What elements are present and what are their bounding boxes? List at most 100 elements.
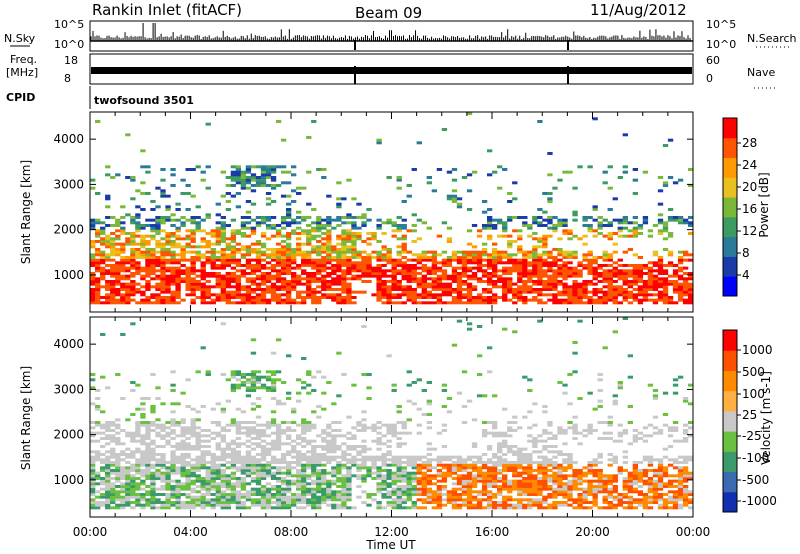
heatmap-cell <box>155 434 161 438</box>
heatmap-cell <box>120 501 126 504</box>
heatmap-cell <box>180 474 186 478</box>
heatmap-cell <box>562 298 568 302</box>
heatmap-cell <box>95 234 101 238</box>
heatmap-cell <box>492 256 498 259</box>
heatmap-cell <box>602 250 608 254</box>
heatmap-cell <box>547 173 553 177</box>
heatmap-cell <box>230 194 237 198</box>
heatmap-cell <box>421 485 427 488</box>
heatmap-cell <box>285 242 292 246</box>
heatmap-cell <box>386 471 392 475</box>
heatmap-cell <box>567 272 573 275</box>
heatmap-cell <box>502 482 508 486</box>
heatmap-cell <box>647 234 654 238</box>
heatmap-cell <box>296 391 302 395</box>
heatmap-cell <box>145 442 151 446</box>
heatmap-cell <box>582 216 588 219</box>
heatmap-cell <box>185 471 191 475</box>
heatmap-cell <box>245 298 252 302</box>
heatmap-cell <box>486 256 493 259</box>
heatmap-cell <box>270 461 277 464</box>
heatmap-cell <box>632 282 639 286</box>
heatmap-cell <box>406 463 412 467</box>
heatmap-cell <box>502 253 508 257</box>
heatmap-cell <box>165 501 171 504</box>
heatmap-cell <box>627 229 634 233</box>
heatmap-cell <box>486 261 493 265</box>
heatmap-cell <box>507 298 513 302</box>
heatmap-cell <box>140 450 146 454</box>
heatmap-cell <box>100 375 106 379</box>
heatmap-cell <box>160 250 166 254</box>
heatmap-cell <box>662 298 669 302</box>
heatmap-cell <box>346 290 352 294</box>
heatmap-cell <box>552 274 558 278</box>
heatmap-cell <box>497 455 503 459</box>
heatmap-cell <box>361 261 367 265</box>
heatmap-cell <box>391 288 397 291</box>
heatmap-cell <box>95 288 101 291</box>
heatmap-cell <box>140 285 146 289</box>
heatmap-cell <box>225 277 232 281</box>
heatmap-cell <box>306 423 312 427</box>
heatmap-cell <box>401 226 407 230</box>
heatmap-cell <box>140 298 146 302</box>
heatmap-cell <box>110 493 116 496</box>
heatmap-cell <box>657 176 664 179</box>
heatmap-cell <box>245 258 252 262</box>
heatmap-cell <box>285 490 292 494</box>
heatmap-cell <box>200 264 206 267</box>
heatmap-cell <box>306 439 312 443</box>
heatmap-cell <box>416 277 422 281</box>
heatmap-cell <box>115 274 121 278</box>
heatmap-cell <box>210 285 216 289</box>
heatmap-cell <box>441 269 448 273</box>
heatmap-cell <box>346 431 352 435</box>
heatmap-cell <box>120 266 126 270</box>
heatmap-cell <box>215 498 221 502</box>
heatmap-cell <box>275 256 282 259</box>
heatmap-cell <box>512 290 518 294</box>
heatmap-cell <box>446 493 453 496</box>
heatmap-cell <box>396 493 402 496</box>
heatmap-cell <box>170 487 176 491</box>
heatmap-cell <box>497 479 503 483</box>
heatmap-cell <box>587 165 593 169</box>
heatmap-cell <box>311 461 317 464</box>
heatmap-cell <box>582 242 588 246</box>
heatmap-cell <box>240 298 247 302</box>
heatmap-cell <box>486 216 493 219</box>
heatmap-cell <box>245 170 252 174</box>
heatmap-cell <box>270 458 277 462</box>
heatmap-cell <box>376 138 382 142</box>
heatmap-cell <box>115 461 121 464</box>
heatmap-cell <box>145 503 151 507</box>
heatmap-cell <box>431 272 438 275</box>
heatmap-cell <box>492 431 498 435</box>
heatmap-cell <box>431 490 438 494</box>
heatmap-cell <box>110 450 116 454</box>
heatmap-cell <box>587 261 593 265</box>
heatmap-cell <box>105 240 111 243</box>
heatmap-cell <box>275 503 282 507</box>
heatmap-cell <box>165 421 171 424</box>
heatmap-cell <box>476 256 483 259</box>
heatmap-cell <box>436 474 443 478</box>
heatmap-cell <box>426 266 433 270</box>
heatmap-cell <box>376 506 382 510</box>
heatmap-cell <box>351 290 357 294</box>
heatmap-cell <box>245 181 252 185</box>
heatmap-cell <box>100 272 106 275</box>
heatmap-cell <box>215 242 221 246</box>
heatmap-cell <box>562 229 568 233</box>
heatmap-cell <box>376 240 382 243</box>
heatmap-cell <box>155 498 161 502</box>
heatmap-cell <box>220 493 226 496</box>
heatmap-cell <box>316 370 322 374</box>
heatmap-cell <box>245 453 252 456</box>
heatmap-cell <box>270 455 277 459</box>
heatmap-cell <box>306 293 312 297</box>
heatmap-cell <box>341 455 347 459</box>
heatmap-cell <box>260 296 267 299</box>
heatmap-cell <box>230 493 237 496</box>
